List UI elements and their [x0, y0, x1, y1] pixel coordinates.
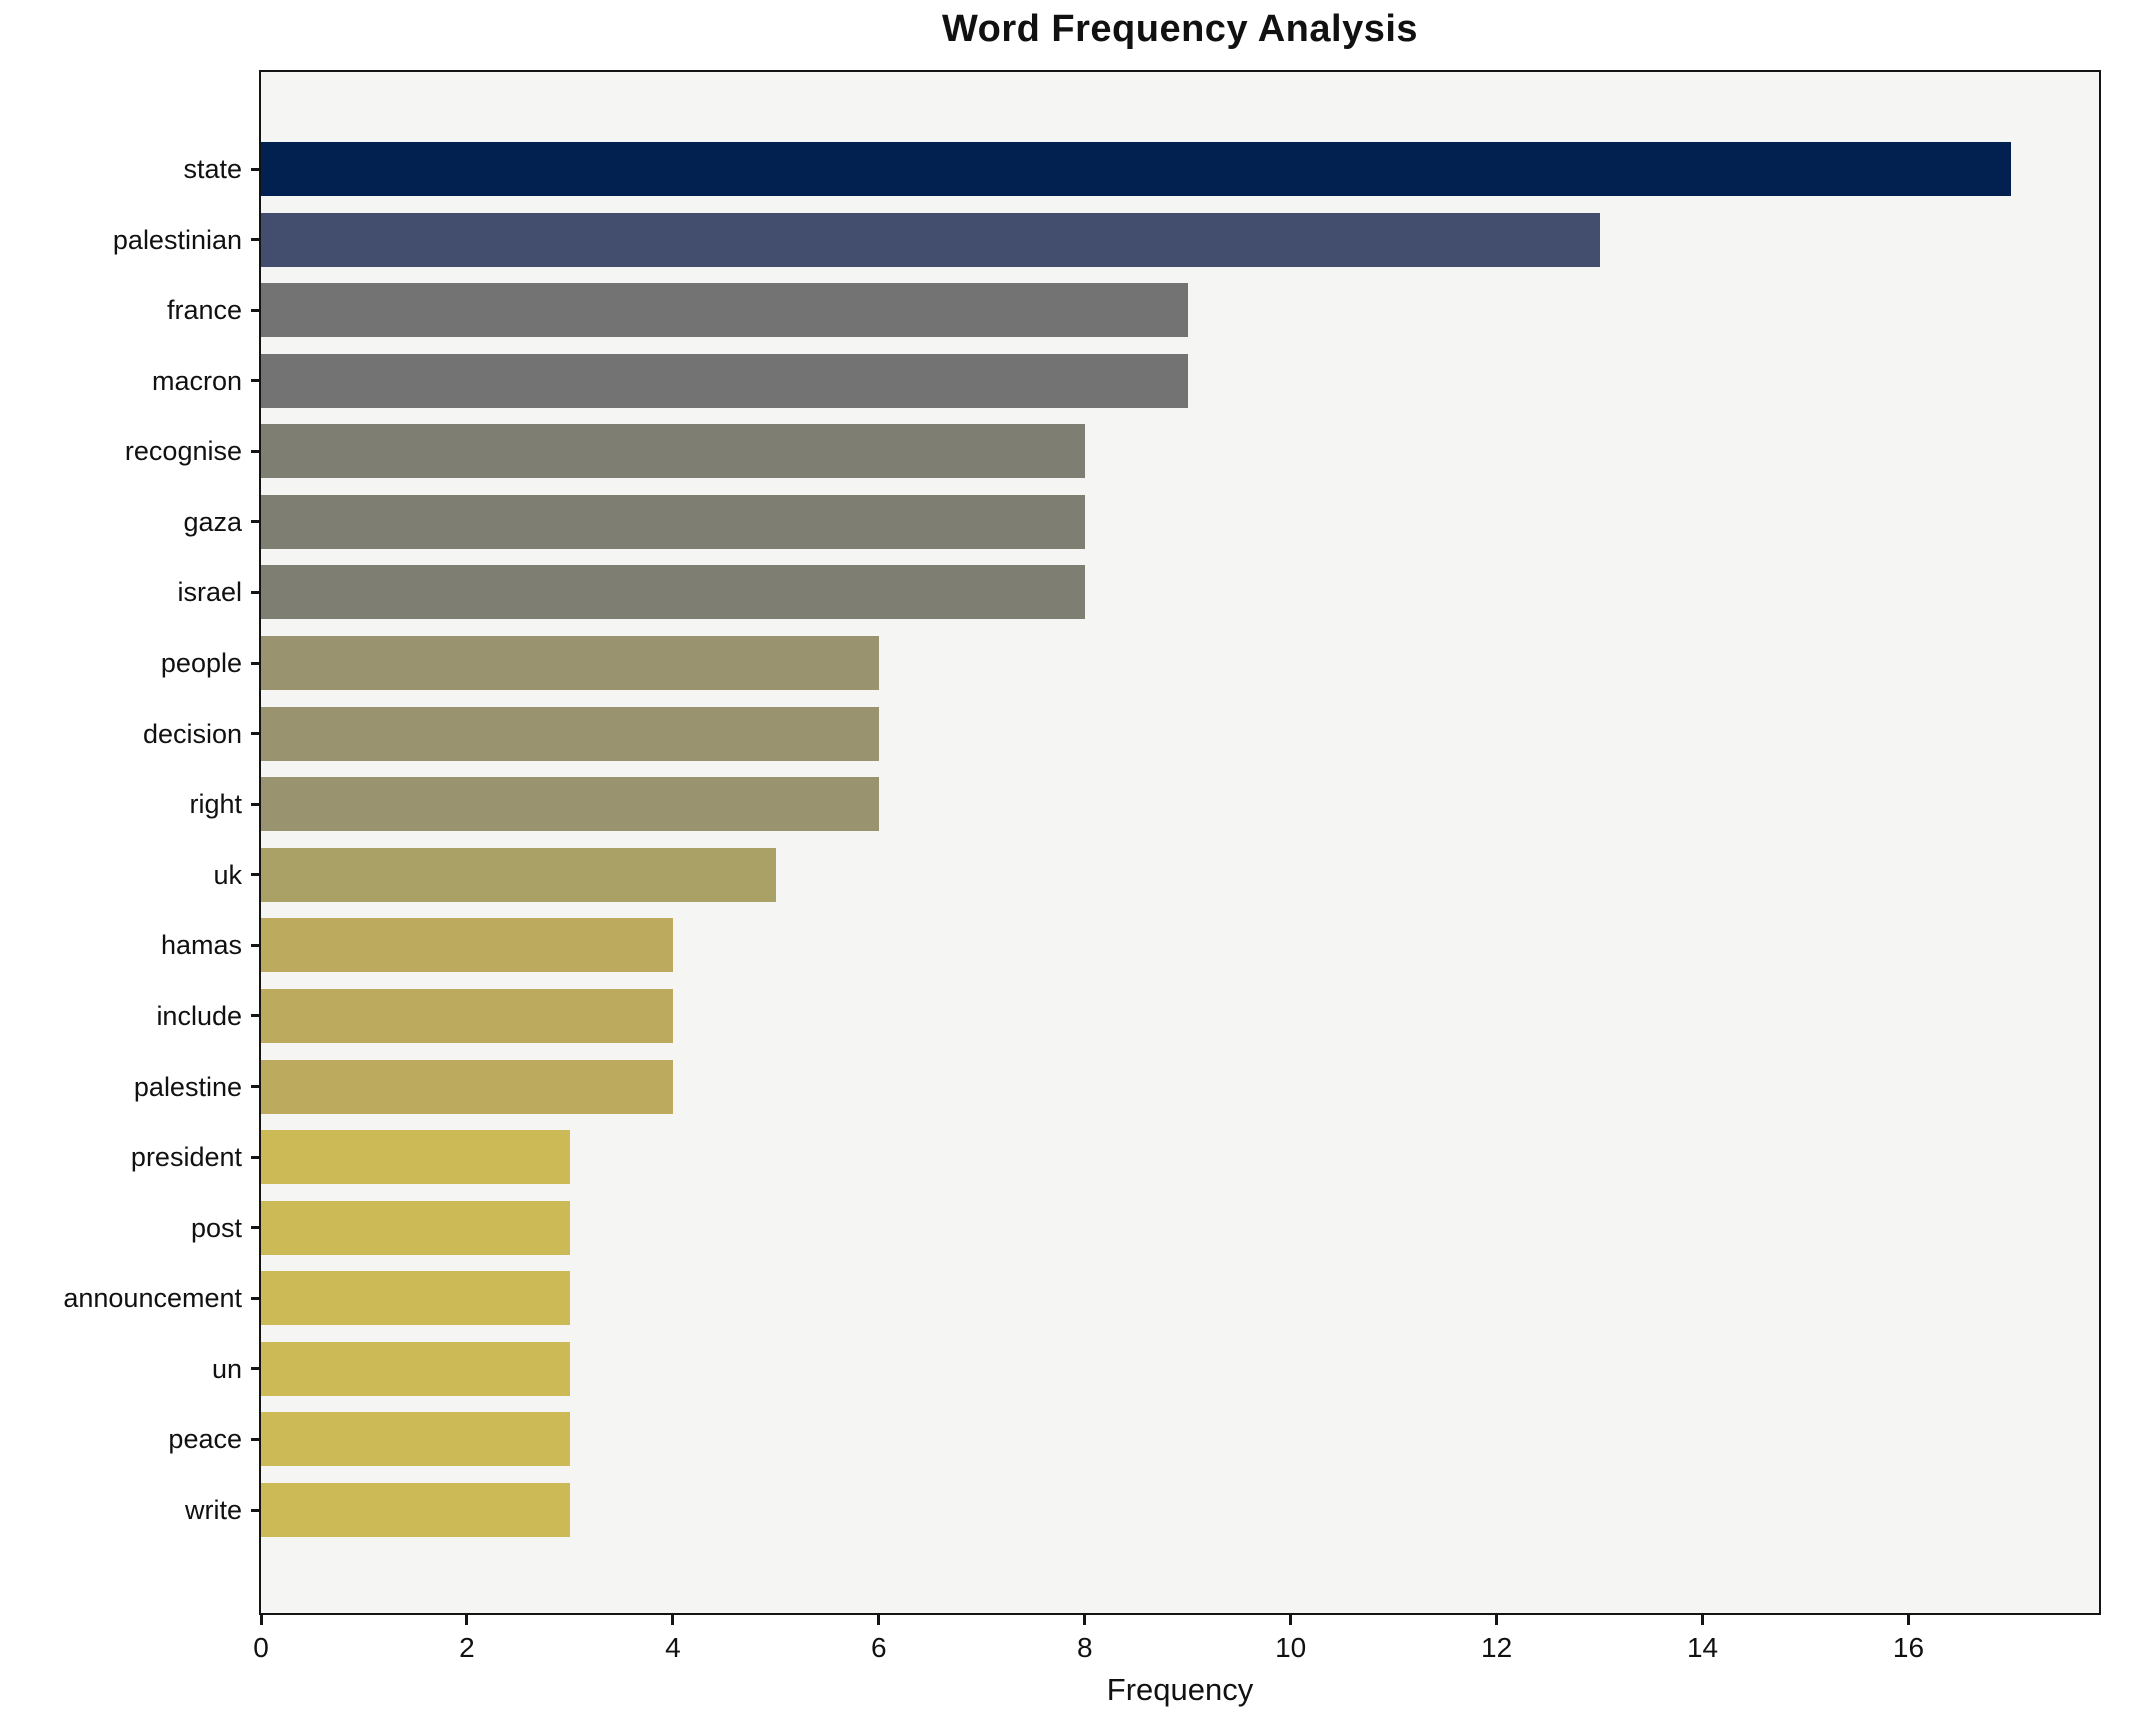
bar-palestinian [261, 212, 1600, 267]
y-label-palestinian: palestinian [112, 224, 242, 255]
bar-macron [261, 353, 1188, 408]
y-tick-mark [251, 1014, 261, 1018]
y-label-announcement: announcement [63, 1283, 242, 1314]
y-label-state: state [183, 154, 242, 184]
y-label-write: write [184, 1495, 242, 1525]
y-tick-mark [251, 661, 261, 665]
bar-post [261, 1200, 570, 1255]
y-tick-mark [251, 308, 261, 312]
bar-gaza [261, 494, 1085, 549]
x-axis-label: Frequency [1106, 1672, 1254, 1707]
y-label-recognise: recognise [124, 436, 242, 467]
x-tick-mark [671, 1615, 675, 1625]
y-label-peace: peace [168, 1424, 242, 1455]
x-tick-mark [465, 1615, 469, 1625]
y-tick-mark [251, 1437, 261, 1441]
y-tick-mark [251, 1367, 261, 1371]
y-tick-mark [251, 520, 261, 524]
x-tick-mark [1701, 1615, 1705, 1625]
bar-state [261, 142, 2012, 196]
x-tick-label-4: 4 [665, 1632, 681, 1663]
x-tick-mark [1083, 1615, 1087, 1625]
bar-write [261, 1483, 570, 1537]
x-tick-label-8: 8 [1076, 1632, 1093, 1663]
bar-un [261, 1341, 570, 1396]
bar-people [261, 636, 879, 691]
x-tick-mark [1289, 1615, 1293, 1625]
y-tick-mark [251, 449, 261, 453]
bar-president [261, 1130, 570, 1185]
y-tick-mark [251, 1226, 261, 1230]
bar-israel [261, 565, 1085, 620]
x-tick-label-12: 12 [1481, 1632, 1513, 1663]
y-label-right: right [189, 789, 242, 820]
y-label-hamas: hamas [160, 930, 242, 961]
x-tick-label-0: 0 [253, 1632, 269, 1663]
y-label-uk: uk [213, 859, 242, 890]
x-tick-mark [877, 1615, 881, 1625]
y-label-gaza: gaza [183, 506, 242, 537]
x-tick-label-2: 2 [459, 1632, 475, 1663]
y-tick-mark [251, 1296, 261, 1300]
y-tick-mark [251, 167, 261, 171]
bar-announcement [261, 1271, 570, 1326]
bar-france [261, 283, 1188, 338]
y-label-israel: israel [177, 577, 242, 608]
x-tick-label-16: 16 [1892, 1632, 1925, 1663]
x-tick-label-14: 14 [1686, 1632, 1719, 1663]
x-tick-mark [259, 1615, 263, 1625]
bar-recognise [261, 424, 1085, 479]
x-tick-label-10: 10 [1275, 1632, 1307, 1663]
bar-uk [261, 847, 776, 902]
x-tick-mark [1907, 1615, 1910, 1625]
y-tick-mark [251, 1085, 261, 1089]
bar-palestine [261, 1059, 673, 1114]
y-tick-mark [251, 238, 261, 242]
y-label-post: post [190, 1212, 242, 1243]
bar-right [261, 777, 879, 832]
x-tick-label-6: 6 [871, 1632, 887, 1663]
y-label-president: president [130, 1142, 242, 1173]
y-label-include: include [156, 1000, 242, 1031]
y-tick-mark [251, 1508, 261, 1512]
y-label-macron: macron [151, 365, 242, 396]
y-label-un: un [211, 1353, 242, 1384]
y-label-france: france [166, 295, 242, 326]
y-tick-mark [251, 802, 261, 806]
y-tick-mark [251, 943, 261, 947]
x-tick-mark [1495, 1615, 1499, 1625]
chart-title: Word Frequency Analysis [941, 8, 1419, 50]
y-tick-mark [251, 590, 261, 594]
y-label-decision: decision [142, 718, 242, 749]
bar-peace [261, 1412, 570, 1467]
y-label-people: people [160, 648, 242, 679]
y-label-palestine: palestine [133, 1071, 242, 1102]
bar-include [261, 988, 673, 1043]
y-tick-mark [251, 1155, 261, 1159]
bar-decision [261, 706, 879, 761]
y-tick-mark [251, 732, 261, 736]
bar-hamas [261, 918, 673, 973]
y-tick-mark [251, 379, 261, 383]
y-tick-mark [251, 873, 261, 877]
